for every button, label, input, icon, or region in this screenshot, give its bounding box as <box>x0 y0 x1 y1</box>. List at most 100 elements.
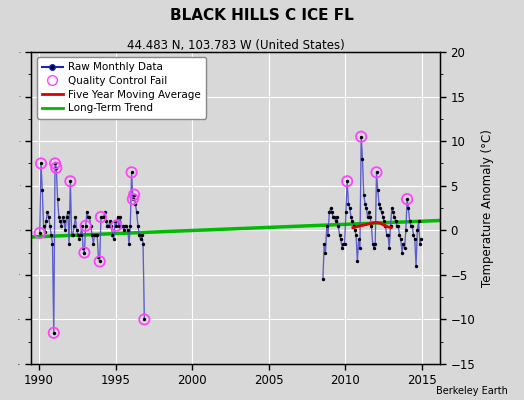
Point <box>68 232 76 238</box>
Point <box>356 245 364 251</box>
Point <box>371 240 379 247</box>
Point <box>362 205 370 211</box>
Point <box>406 218 414 224</box>
Point <box>140 316 148 323</box>
Point <box>350 223 358 229</box>
Point <box>81 223 90 229</box>
Point <box>51 160 59 167</box>
Point <box>52 165 60 171</box>
Point <box>326 205 335 211</box>
Point <box>85 214 94 220</box>
Point <box>116 214 124 220</box>
Point <box>328 209 336 216</box>
Point <box>357 134 365 140</box>
Point <box>50 330 58 336</box>
Point <box>332 218 340 224</box>
Point <box>121 223 129 229</box>
Point <box>394 223 402 229</box>
Point <box>95 258 104 265</box>
Point <box>395 232 403 238</box>
Point <box>392 223 401 229</box>
Point <box>402 227 410 234</box>
Point <box>381 223 390 229</box>
Point <box>386 223 395 229</box>
Point <box>379 214 387 220</box>
Point <box>113 214 122 220</box>
Point <box>41 229 49 235</box>
Point <box>411 236 419 242</box>
Point <box>88 232 96 238</box>
Point <box>373 169 381 176</box>
Point <box>84 214 92 220</box>
Point <box>368 240 377 247</box>
Point <box>56 218 64 224</box>
Point <box>390 214 399 220</box>
Point <box>384 232 392 238</box>
Point <box>125 240 133 247</box>
Point <box>336 236 345 242</box>
Point <box>60 218 68 224</box>
Point <box>398 249 406 256</box>
Point <box>343 178 352 184</box>
Point <box>383 232 391 238</box>
Point <box>377 209 386 216</box>
Point <box>334 223 342 229</box>
Legend: Raw Monthly Data, Quality Control Fail, Five Year Moving Average, Long-Term Tren: Raw Monthly Data, Quality Control Fail, … <box>37 57 206 118</box>
Point <box>69 232 77 238</box>
Point <box>321 249 330 256</box>
Point <box>124 227 132 234</box>
Point <box>45 214 53 220</box>
Point <box>118 223 127 229</box>
Point <box>357 134 365 140</box>
Point <box>78 223 86 229</box>
Point <box>51 160 59 167</box>
Point <box>130 192 138 198</box>
Point <box>102 218 110 224</box>
Point <box>61 227 70 234</box>
Point <box>80 249 89 256</box>
Point <box>103 223 112 229</box>
Point <box>66 178 74 184</box>
Point <box>89 240 97 247</box>
Point <box>79 245 88 251</box>
Point <box>399 240 408 247</box>
Point <box>59 214 67 220</box>
Point <box>101 209 109 216</box>
Point <box>366 214 374 220</box>
Point <box>86 223 95 229</box>
Point <box>94 254 103 260</box>
Point <box>70 223 79 229</box>
Point <box>409 232 418 238</box>
Point <box>389 209 397 216</box>
Point <box>391 218 400 224</box>
Point <box>37 160 45 167</box>
Point <box>135 232 144 238</box>
Point <box>106 218 114 224</box>
Point <box>388 205 396 211</box>
Point <box>416 240 424 247</box>
Point <box>98 214 106 220</box>
Point <box>48 240 57 247</box>
Point <box>380 218 388 224</box>
Point <box>93 232 101 238</box>
Point <box>126 223 135 229</box>
Point <box>407 223 415 229</box>
Point <box>107 223 115 229</box>
Point <box>133 209 141 216</box>
Point <box>385 245 394 251</box>
Point <box>403 196 411 202</box>
Point <box>412 263 420 269</box>
Point <box>370 245 378 251</box>
Point <box>319 276 327 282</box>
Point <box>397 236 405 242</box>
Point <box>66 178 74 184</box>
Point <box>54 214 63 220</box>
Point <box>413 227 421 234</box>
Point <box>127 169 136 176</box>
Point <box>108 232 117 238</box>
Point <box>120 227 128 234</box>
Point <box>338 245 346 251</box>
Point <box>324 232 332 238</box>
Point <box>57 223 66 229</box>
Point <box>134 223 142 229</box>
